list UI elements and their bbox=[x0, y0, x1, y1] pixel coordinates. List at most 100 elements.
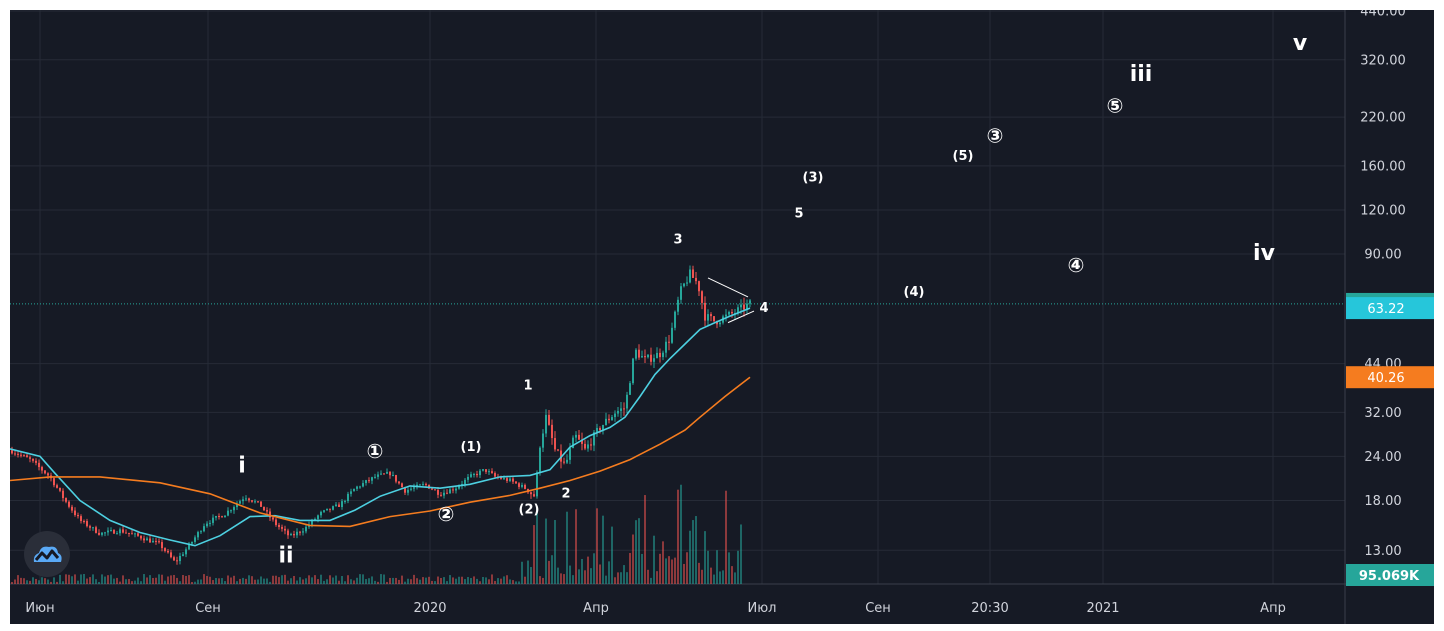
candle-body bbox=[68, 501, 70, 507]
candle-body bbox=[203, 526, 205, 532]
candle-body bbox=[401, 483, 403, 488]
volume-bar bbox=[545, 518, 547, 584]
candle-body bbox=[434, 489, 436, 491]
candle-body bbox=[614, 413, 616, 418]
volume-bar bbox=[281, 575, 283, 584]
candle-body bbox=[158, 541, 160, 543]
candle-body bbox=[680, 286, 682, 300]
volume-bar bbox=[737, 550, 739, 584]
volume-bar bbox=[122, 575, 124, 584]
y-tick-label: 24.00 bbox=[1364, 450, 1401, 465]
volume-bar bbox=[470, 578, 472, 584]
volume-bar bbox=[662, 541, 664, 584]
volume-bar bbox=[593, 553, 595, 584]
volume-bar bbox=[347, 575, 349, 584]
candle-body bbox=[479, 470, 481, 476]
volume-bar bbox=[665, 558, 667, 584]
candle-body bbox=[191, 541, 193, 544]
candle-body bbox=[503, 478, 505, 480]
volume-bar bbox=[518, 581, 520, 584]
volume-bar bbox=[278, 577, 280, 584]
candle-body bbox=[545, 414, 547, 434]
candle-body bbox=[674, 311, 676, 328]
candle-body bbox=[314, 518, 316, 520]
candle-body bbox=[380, 473, 382, 475]
volume-bar bbox=[332, 577, 334, 584]
candle-body bbox=[299, 531, 301, 533]
volume-bar bbox=[656, 571, 658, 584]
volume-bar bbox=[503, 576, 505, 584]
volume-bar bbox=[368, 578, 370, 584]
candle-body bbox=[743, 304, 745, 310]
candle-body bbox=[176, 560, 178, 562]
volume-bar bbox=[413, 574, 415, 584]
candle-body bbox=[233, 507, 235, 511]
candle-body bbox=[47, 473, 49, 476]
wave-label: ④ bbox=[1068, 253, 1085, 277]
candle-body bbox=[239, 501, 241, 504]
trendlines bbox=[10, 277, 1345, 324]
volume-bar bbox=[494, 580, 496, 584]
candle-body bbox=[320, 511, 322, 516]
candle-body bbox=[449, 489, 451, 494]
candle-body bbox=[677, 299, 679, 312]
candle-body bbox=[227, 510, 229, 516]
candle-body bbox=[74, 510, 76, 516]
volume-bar bbox=[533, 525, 535, 584]
volume-bar bbox=[29, 580, 31, 584]
y-tick-label: 13.00 bbox=[1364, 544, 1401, 559]
wave-label: (3) bbox=[803, 170, 824, 185]
candle-body bbox=[452, 489, 454, 491]
volume-bar bbox=[206, 575, 208, 584]
candle-body bbox=[569, 448, 571, 460]
volume-bar bbox=[632, 534, 634, 584]
wave-label: ⑤ bbox=[1107, 94, 1124, 118]
wave-label: iii bbox=[1130, 62, 1153, 87]
candle-body bbox=[110, 529, 112, 531]
candle-body bbox=[431, 488, 433, 490]
volume-bar bbox=[539, 576, 541, 584]
candle-body bbox=[458, 486, 460, 489]
volume-bar bbox=[257, 579, 259, 584]
volume-bar bbox=[47, 579, 49, 584]
volume-bar bbox=[137, 577, 139, 584]
volume-bar bbox=[320, 574, 322, 584]
candle-body bbox=[392, 475, 394, 477]
volume-bar bbox=[23, 578, 25, 584]
candle-body bbox=[77, 515, 79, 517]
wave-label: ③ bbox=[987, 124, 1004, 148]
candle-body bbox=[215, 516, 217, 518]
x-tick-label: Апр bbox=[1260, 601, 1286, 616]
candle-body bbox=[221, 516, 223, 518]
volume-bar bbox=[344, 581, 346, 584]
tradingview-logo[interactable] bbox=[24, 531, 70, 577]
candle-body bbox=[197, 532, 199, 538]
volume-bar bbox=[290, 578, 292, 584]
volume-bar bbox=[197, 579, 199, 584]
volume-bar bbox=[191, 581, 193, 584]
volume-bar bbox=[563, 574, 565, 584]
cloud-logo-icon bbox=[33, 546, 62, 562]
volume-bar bbox=[581, 558, 583, 584]
volume-bar bbox=[230, 577, 232, 584]
candle-body bbox=[617, 410, 619, 414]
chart-area[interactable]: i ii ① ② (1) (2) 1 2 3 4 5 (3) (4) (5) ③ ④ ⑤ iii iv v 13.00… bbox=[9, 5, 1434, 624]
candle-body bbox=[623, 408, 625, 410]
candle-body bbox=[596, 428, 598, 433]
candle-body bbox=[719, 322, 721, 325]
volume-bar bbox=[326, 579, 328, 584]
volume-bars bbox=[11, 484, 742, 584]
candle-body bbox=[134, 533, 136, 535]
candle-body bbox=[41, 467, 43, 471]
volume-bar bbox=[176, 577, 178, 584]
volume-bar bbox=[602, 515, 604, 584]
candle-body bbox=[62, 490, 64, 499]
candle-body bbox=[107, 530, 109, 533]
volume-bar bbox=[269, 581, 271, 584]
candle-body bbox=[95, 527, 97, 533]
candle-body bbox=[332, 506, 334, 510]
candle-body bbox=[335, 504, 337, 507]
volume-bar bbox=[437, 576, 439, 584]
